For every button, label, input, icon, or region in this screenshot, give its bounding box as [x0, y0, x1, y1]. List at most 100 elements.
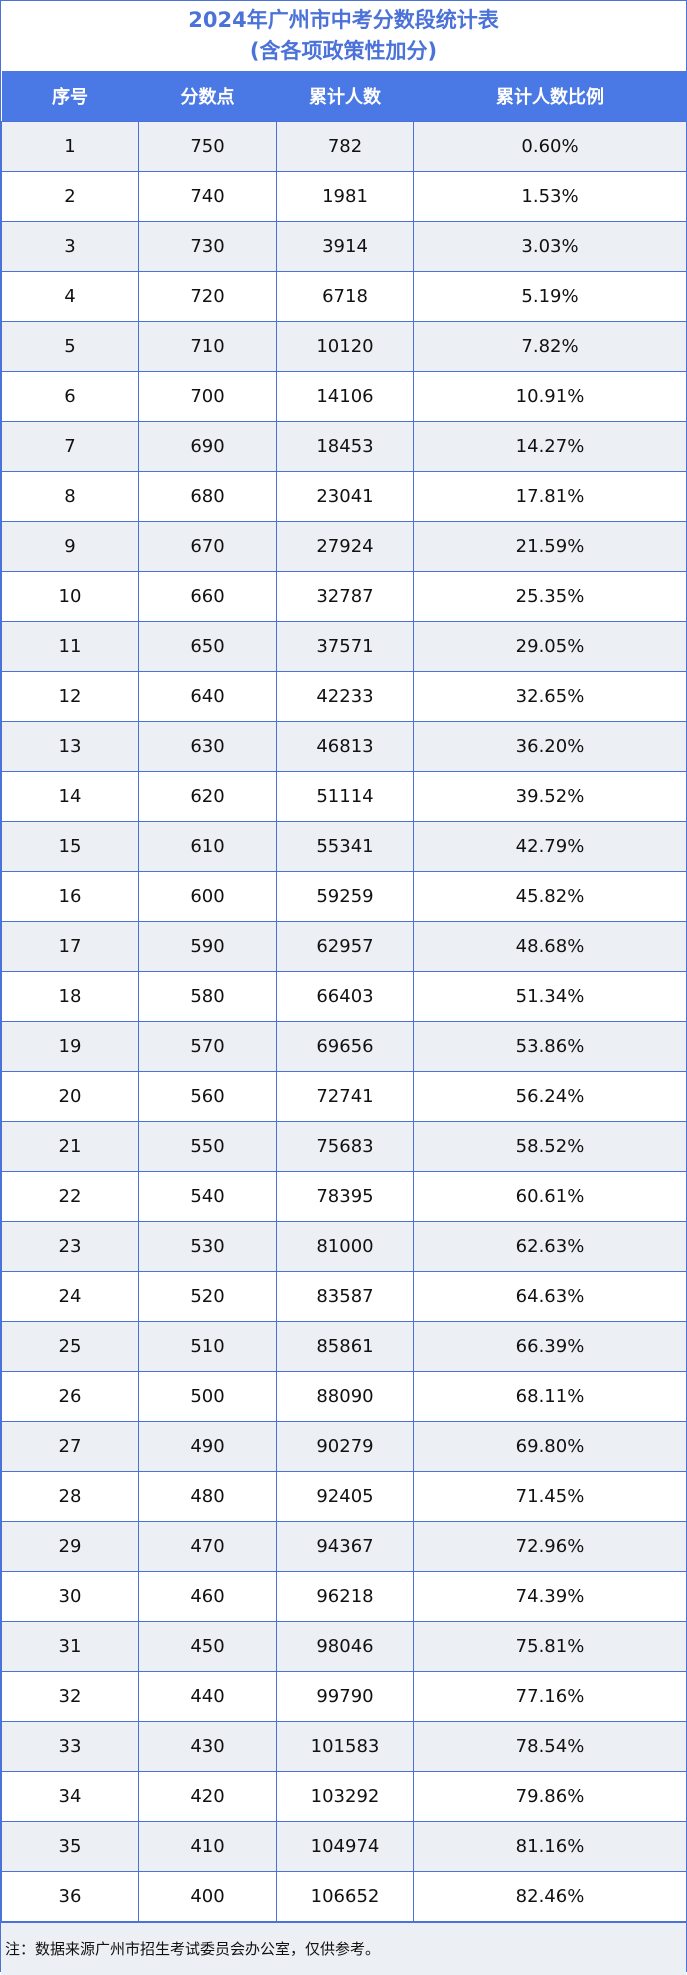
cell-index: 9: [1, 521, 139, 572]
cell-index: 24: [1, 1271, 139, 1322]
cell-cumulative-ratio: 3.03%: [413, 221, 687, 272]
cell-score: 600: [138, 871, 277, 922]
cell-score: 580: [138, 971, 277, 1022]
cell-cumulative-count: 32787: [276, 571, 414, 622]
table-row: 16 600 59259 45.82%: [1, 871, 687, 922]
cell-score: 460: [138, 1571, 277, 1622]
cell-score: 710: [138, 321, 277, 372]
cell-score: 640: [138, 671, 277, 722]
cell-index: 16: [1, 871, 139, 922]
cell-cumulative-count: 18453: [276, 421, 414, 472]
cell-cumulative-ratio: 75.81%: [413, 1621, 687, 1672]
cell-score: 450: [138, 1621, 277, 1672]
cell-index: 29: [1, 1521, 139, 1572]
cell-index: 22: [1, 1171, 139, 1222]
cell-cumulative-count: 98046: [276, 1621, 414, 1672]
table-row: 14 620 51114 39.52%: [1, 771, 687, 822]
cell-cumulative-count: 104974: [276, 1821, 414, 1872]
table-row: 1 750 782 0.60%: [1, 121, 687, 172]
cell-cumulative-count: 96218: [276, 1571, 414, 1622]
cell-cumulative-ratio: 81.16%: [413, 1821, 687, 1872]
table-row: 20 560 72741 56.24%: [1, 1071, 687, 1122]
cell-cumulative-ratio: 79.86%: [413, 1771, 687, 1822]
cell-cumulative-ratio: 66.39%: [413, 1321, 687, 1372]
cell-index: 28: [1, 1471, 139, 1522]
cell-index: 35: [1, 1821, 139, 1872]
cell-cumulative-count: 42233: [276, 671, 414, 722]
cell-cumulative-ratio: 77.16%: [413, 1671, 687, 1722]
cell-score: 470: [138, 1521, 277, 1572]
cell-index: 7: [1, 421, 139, 472]
cell-score: 500: [138, 1371, 277, 1422]
footnote: 注：数据来源广州市招生考试委员会办公室，仅供参考。: [1, 1922, 686, 1975]
header-index: 序号: [1, 71, 139, 122]
cell-index: 32: [1, 1671, 139, 1722]
cell-cumulative-ratio: 78.54%: [413, 1721, 687, 1772]
table-row: 19 570 69656 53.86%: [1, 1021, 687, 1072]
cell-index: 10: [1, 571, 139, 622]
cell-cumulative-count: 14106: [276, 371, 414, 422]
cell-index: 19: [1, 1021, 139, 1072]
cell-cumulative-ratio: 36.20%: [413, 721, 687, 772]
cell-index: 33: [1, 1721, 139, 1772]
header-score: 分数点: [138, 71, 277, 122]
header-cumulative-ratio: 累计人数比例: [413, 71, 687, 122]
cell-cumulative-count: 106652: [276, 1871, 414, 1922]
cell-score: 750: [138, 121, 277, 172]
cell-cumulative-ratio: 64.63%: [413, 1271, 687, 1322]
cell-index: 31: [1, 1621, 139, 1672]
cell-index: 4: [1, 271, 139, 322]
table-row: 34 420 103292 79.86%: [1, 1771, 687, 1822]
cell-cumulative-count: 1981: [276, 171, 414, 222]
cell-cumulative-count: 37571: [276, 621, 414, 672]
cell-cumulative-ratio: 42.79%: [413, 821, 687, 872]
cell-score: 420: [138, 1771, 277, 1822]
cell-cumulative-ratio: 62.63%: [413, 1221, 687, 1272]
header-row: 序号 分数点 累计人数 累计人数比例: [1, 71, 687, 122]
cell-cumulative-ratio: 1.53%: [413, 171, 687, 222]
table-row: 25 510 85861 66.39%: [1, 1321, 687, 1372]
table-row: 2 740 1981 1.53%: [1, 171, 687, 222]
cell-index: 15: [1, 821, 139, 872]
cell-cumulative-ratio: 5.19%: [413, 271, 687, 322]
cell-cumulative-count: 101583: [276, 1721, 414, 1772]
cell-index: 20: [1, 1071, 139, 1122]
cell-cumulative-ratio: 45.82%: [413, 871, 687, 922]
cell-cumulative-count: 23041: [276, 471, 414, 522]
table-row: 6 700 14106 10.91%: [1, 371, 687, 422]
cell-cumulative-ratio: 53.86%: [413, 1021, 687, 1072]
cell-score: 480: [138, 1471, 277, 1522]
cell-score: 490: [138, 1421, 277, 1472]
cell-cumulative-count: 59259: [276, 871, 414, 922]
cell-cumulative-ratio: 25.35%: [413, 571, 687, 622]
cell-cumulative-count: 66403: [276, 971, 414, 1022]
table-row: 28 480 92405 71.45%: [1, 1471, 687, 1522]
cell-cumulative-count: 92405: [276, 1471, 414, 1522]
table-row: 22 540 78395 60.61%: [1, 1171, 687, 1222]
cell-cumulative-count: 6718: [276, 271, 414, 322]
cell-cumulative-ratio: 69.80%: [413, 1421, 687, 1472]
cell-index: 14: [1, 771, 139, 822]
cell-score: 680: [138, 471, 277, 522]
cell-cumulative-ratio: 60.61%: [413, 1171, 687, 1222]
table-row: 21 550 75683 58.52%: [1, 1121, 687, 1172]
header-cumulative-count: 累计人数: [276, 71, 414, 122]
cell-index: 13: [1, 721, 139, 772]
table-row: 29 470 94367 72.96%: [1, 1521, 687, 1572]
table-row: 35 410 104974 81.16%: [1, 1821, 687, 1872]
cell-cumulative-count: 75683: [276, 1121, 414, 1172]
cell-cumulative-count: 782: [276, 121, 414, 172]
cell-index: 17: [1, 921, 139, 972]
cell-cumulative-count: 99790: [276, 1671, 414, 1722]
cell-cumulative-count: 103292: [276, 1771, 414, 1822]
cell-index: 6: [1, 371, 139, 422]
cell-cumulative-count: 78395: [276, 1171, 414, 1222]
cell-cumulative-count: 27924: [276, 521, 414, 572]
cell-cumulative-ratio: 68.11%: [413, 1371, 687, 1422]
cell-cumulative-ratio: 17.81%: [413, 471, 687, 522]
cell-index: 18: [1, 971, 139, 1022]
cell-cumulative-count: 62957: [276, 921, 414, 972]
cell-score: 570: [138, 1021, 277, 1072]
cell-cumulative-ratio: 71.45%: [413, 1471, 687, 1522]
